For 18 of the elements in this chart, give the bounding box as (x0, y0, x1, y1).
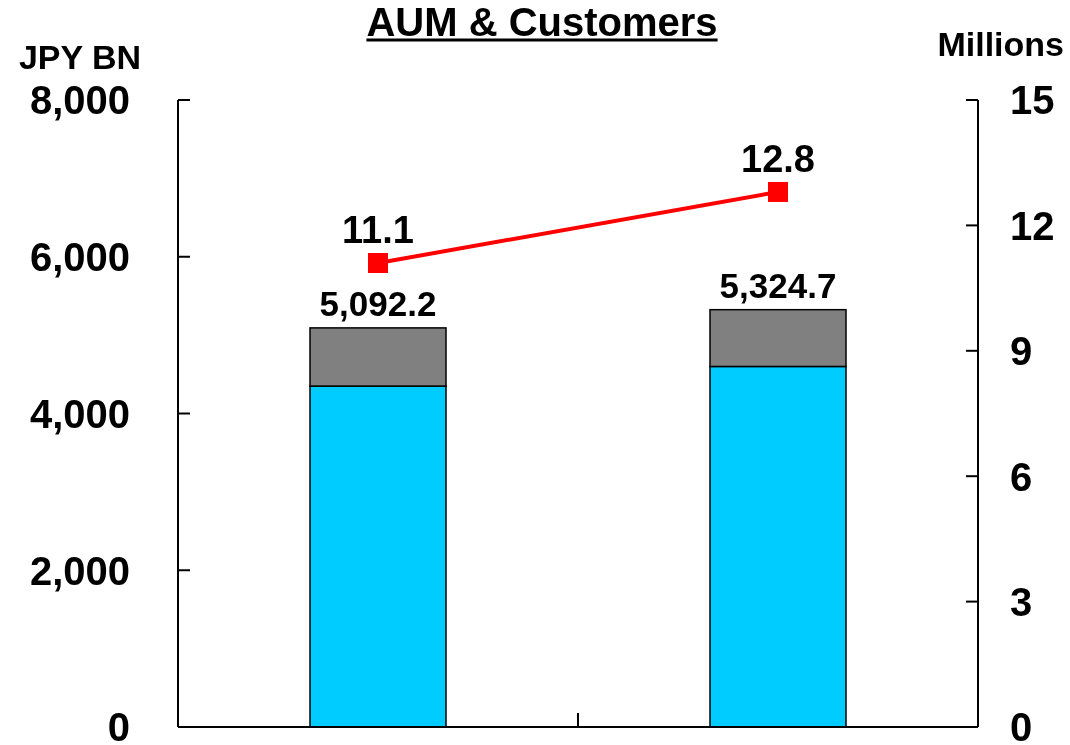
y2-tick-label: 0 (1010, 705, 1033, 745)
y2-tick-label: 12 (1010, 203, 1055, 248)
y2-axis-title: Millions (937, 25, 1064, 63)
y2-tick-label: 9 (1010, 329, 1033, 374)
chart-title: AUM & Customers (366, 0, 718, 44)
data-label: 12.8 (741, 137, 815, 180)
y-tick-label: 6,000 (29, 235, 130, 280)
y2-tick-label: 3 (1010, 580, 1033, 624)
y2-tick-label: 15 (1010, 78, 1055, 123)
data-label: 11.1 (342, 209, 414, 252)
y-tick-label: 4,000 (29, 391, 130, 436)
y-axis-title: JPY BN (18, 38, 142, 76)
y-tick-label: 0 (107, 705, 130, 745)
total-label: 5,092.2 (319, 283, 437, 323)
y2-tick-label: 6 (1010, 454, 1033, 499)
total-label: 5,324.7 (719, 265, 837, 305)
y-tick-label: 2,000 (29, 548, 130, 593)
y-tick-label: 8,000 (29, 78, 130, 123)
